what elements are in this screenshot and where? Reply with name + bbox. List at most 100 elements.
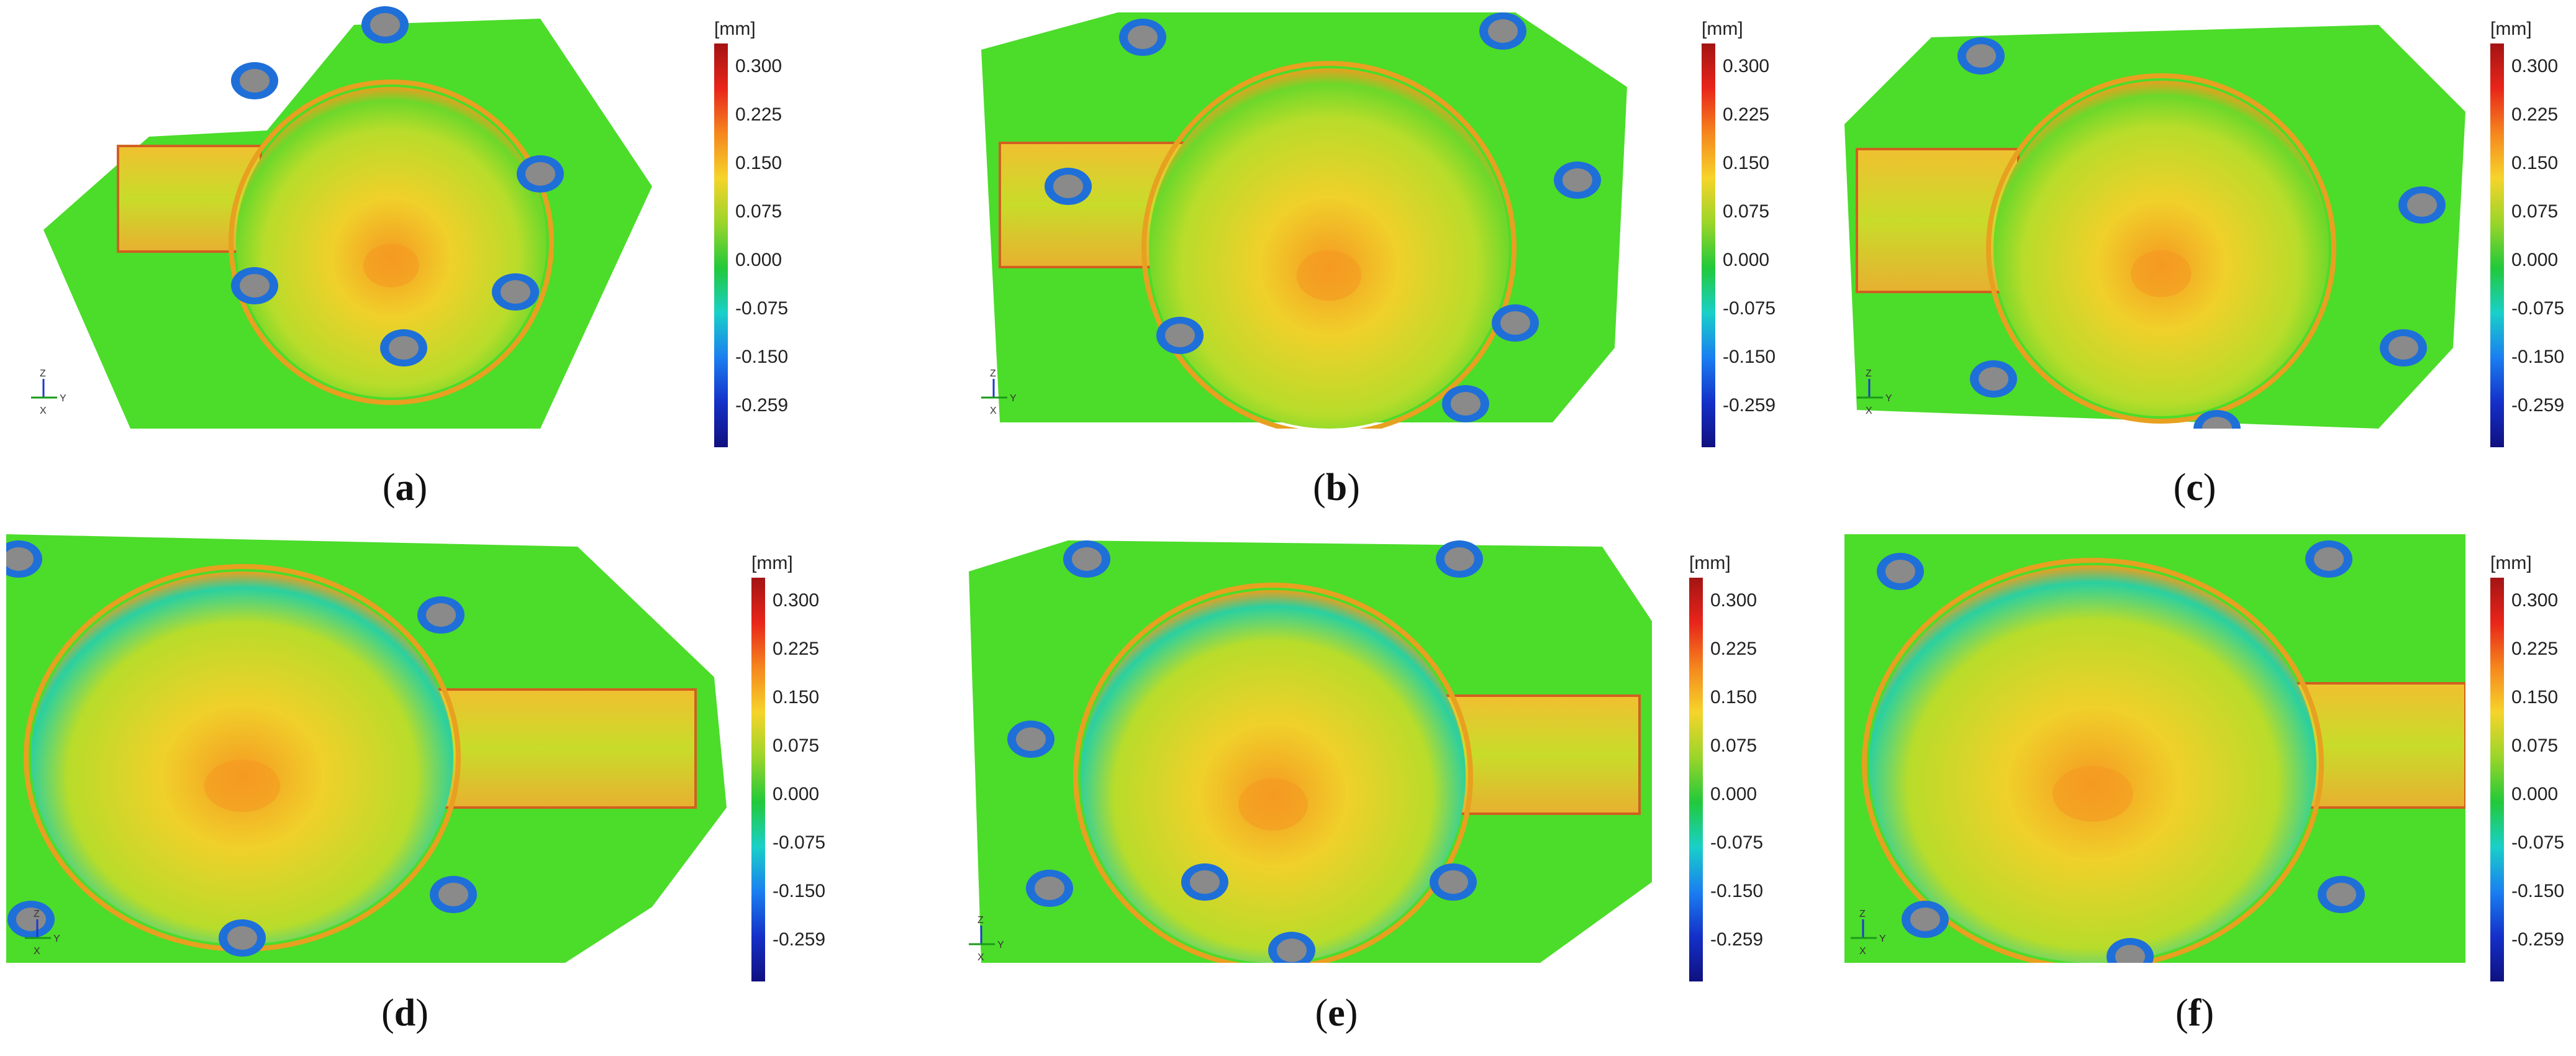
boss-hole bbox=[1016, 727, 1046, 751]
colorbar-tick-label: -0.075 bbox=[735, 298, 789, 319]
colorbar-tick-label: -0.075 bbox=[1723, 298, 1776, 319]
panel-d: Z Y X [mm] 0.300 0.225 0.150 0.075 0.000 -0.075 -… bbox=[6, 534, 832, 1056]
caption-f: (f) bbox=[2175, 992, 2214, 1034]
colorbar-tick-label: 0.150 bbox=[1710, 687, 1757, 708]
colorbar-gradient bbox=[751, 578, 765, 981]
scan-svg: Z Y X bbox=[31, 6, 652, 429]
boss-hole bbox=[1444, 547, 1474, 571]
colorbar-tick-label: 0.000 bbox=[1710, 784, 1757, 804]
colorbar-tick-label: -0.075 bbox=[2511, 298, 2565, 319]
boss-hole bbox=[2388, 336, 2418, 360]
boss-hole bbox=[438, 883, 468, 906]
scan-svg: Z Y X bbox=[969, 540, 1652, 963]
colorbar-strip bbox=[751, 578, 765, 981]
colorbar-tick-label: -0.150 bbox=[735, 347, 789, 367]
boss-hole bbox=[426, 603, 456, 627]
boss-hole bbox=[2202, 417, 2232, 429]
boss-hole bbox=[2115, 945, 2145, 963]
colorbar-tick-label: 0.225 bbox=[1710, 639, 1757, 659]
boss-hole bbox=[2326, 883, 2356, 906]
axis-z-label: Z bbox=[990, 368, 996, 379]
boss-hole bbox=[16, 908, 46, 931]
colorbar-tick-label: 0.075 bbox=[2511, 201, 2559, 222]
bowl-rim bbox=[1073, 583, 1473, 963]
axis-y-label: Y bbox=[1010, 393, 1017, 404]
colorbar-unit: [mm] bbox=[1702, 19, 1743, 39]
panel-a: Z Y X [mm] 0.300 0.225 0.150 0.075 0.000 -0.075 -… bbox=[6, 0, 832, 522]
bowl-cavity bbox=[1993, 81, 2329, 416]
colorbar-tick-label: 0.075 bbox=[1710, 735, 1757, 756]
caption-c: (c) bbox=[2173, 467, 2216, 509]
colorbar-tick-label: 0.000 bbox=[735, 250, 782, 270]
bowl-hotspot bbox=[1238, 778, 1308, 831]
colorbar-tick-label: -0.150 bbox=[773, 881, 826, 901]
axis-y-label: Y bbox=[60, 393, 66, 404]
bowl-hotspot bbox=[363, 244, 419, 288]
scan-svg: Z Y X bbox=[1844, 534, 2465, 963]
colorbar-tick-label: 0.225 bbox=[735, 104, 782, 125]
boss-hole bbox=[1035, 876, 1064, 900]
colorbar-tick-label: -0.259 bbox=[1710, 929, 1764, 950]
colorbar-strip bbox=[714, 43, 728, 447]
colorbar-tick-label: -0.259 bbox=[1723, 395, 1776, 416]
axis-z-label: Z bbox=[1866, 368, 1872, 379]
colorbar-unit: [mm] bbox=[2490, 19, 2532, 39]
colorbar-tick-label: 0.000 bbox=[2511, 784, 2559, 804]
boss-hole bbox=[370, 13, 400, 37]
cylinder-channel bbox=[1856, 148, 2020, 293]
colorbar-tick-label: 0.150 bbox=[773, 687, 820, 708]
colorbar-unit: [mm] bbox=[751, 553, 793, 573]
colorbar-tick-label: -0.259 bbox=[2511, 929, 2565, 950]
boss-hole bbox=[2314, 547, 2344, 571]
boss-hole bbox=[389, 336, 419, 360]
colorbar-strip bbox=[1702, 43, 1715, 447]
colorbar-tick-label: 0.300 bbox=[735, 56, 782, 76]
boss-hole bbox=[1072, 547, 1102, 571]
colorbar-strip bbox=[2490, 43, 2504, 447]
colorbar-tick-label: 0.225 bbox=[1723, 104, 1770, 125]
cylinder-channel bbox=[433, 688, 697, 809]
bowl-hotspot bbox=[204, 760, 281, 812]
caption-d: (d) bbox=[381, 992, 429, 1034]
colorbar-tick-label: 0.300 bbox=[773, 590, 820, 611]
axis-z-label: Z bbox=[40, 368, 46, 379]
boss-hole bbox=[6, 547, 34, 571]
boss-hole bbox=[525, 162, 555, 186]
boss-hole bbox=[1562, 168, 1592, 192]
colorbar-tick-label: -0.075 bbox=[1710, 832, 1764, 853]
colorbar-tick-label: 0.300 bbox=[1723, 56, 1770, 76]
colorbar-tick-label: 0.150 bbox=[1723, 153, 1770, 173]
colorbar-gradient bbox=[714, 43, 728, 447]
panel-e: Z Y X [mm] 0.300 0.225 0.150 0.075 0.000 -0.075 -… bbox=[944, 534, 1782, 1056]
bowl-rim bbox=[1986, 73, 2336, 424]
colorbar-tick-label: 0.150 bbox=[2511, 153, 2559, 173]
caption-b: (b) bbox=[1313, 467, 1360, 509]
colorbar-tick-label: -0.259 bbox=[2511, 395, 2565, 416]
boss-hole bbox=[1966, 44, 1996, 68]
colorbar-gradient bbox=[1702, 43, 1715, 447]
axis-z-label: Z bbox=[34, 909, 40, 919]
colorbar-tick-label: 0.075 bbox=[735, 201, 782, 222]
axis-y-label: Y bbox=[997, 940, 1004, 950]
axis-z-label: Z bbox=[977, 915, 984, 926]
axis-y-label: Y bbox=[1885, 393, 1892, 404]
caption-e: (e) bbox=[1315, 992, 1358, 1034]
boss-hole bbox=[227, 926, 257, 950]
colorbar-tick-label: -0.259 bbox=[773, 929, 826, 950]
bowl-cavity bbox=[236, 87, 546, 398]
colorbar-tick-label: 0.000 bbox=[2511, 250, 2559, 270]
boss-hole bbox=[1979, 367, 2008, 391]
colorbar-tick-label: 0.225 bbox=[2511, 104, 2559, 125]
bowl-cavity bbox=[1869, 565, 2316, 963]
boss-hole bbox=[1451, 392, 1481, 416]
bowl-cavity bbox=[1149, 68, 1509, 429]
colorbar-tick-label: 0.150 bbox=[735, 153, 782, 173]
boss-hole bbox=[1500, 311, 1530, 335]
boss-hole bbox=[1165, 324, 1195, 347]
colorbar-tick-label: 0.000 bbox=[1723, 250, 1770, 270]
scan-svg: Z Y X bbox=[6, 534, 727, 963]
boss-hole bbox=[501, 280, 530, 304]
bowl-cavity bbox=[31, 571, 453, 944]
colorbar-strip bbox=[2490, 578, 2504, 981]
colorbar-gradient bbox=[1689, 578, 1703, 981]
